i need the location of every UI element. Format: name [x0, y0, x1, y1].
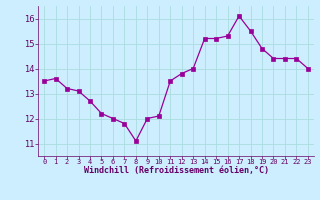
X-axis label: Windchill (Refroidissement éolien,°C): Windchill (Refroidissement éolien,°C): [84, 166, 268, 175]
